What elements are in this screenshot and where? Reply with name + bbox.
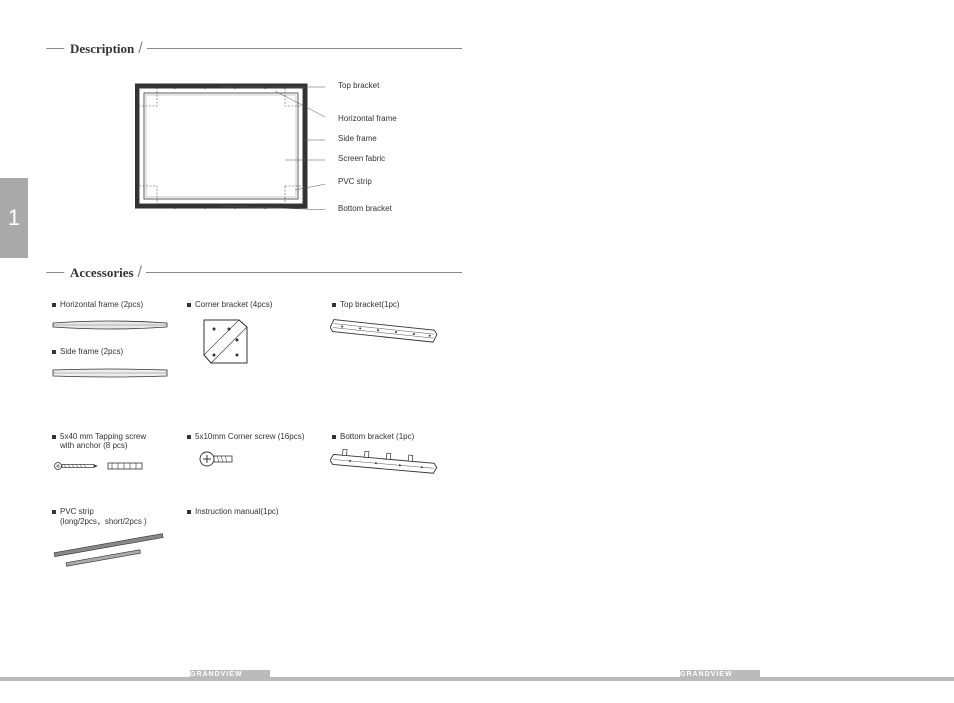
acc-corner-screw: 5x10mm Corner screw (16pcs) [185, 432, 330, 507]
page-bottom-bar [0, 677, 954, 681]
product-diagram [135, 80, 325, 215]
accessories-grid: Horizontal frame (2pcs) Corner bracket (… [50, 300, 450, 592]
page-number-text: 1 [8, 205, 20, 231]
callout-horizontal-frame: Horizontal frame [338, 114, 397, 123]
acc-manual: Instruction manual(1pc) [185, 507, 330, 592]
callout-screen-fabric: Screen fabric [338, 154, 385, 163]
acc-label: 5x40 mm Tapping screw with anchor (8 pcs… [50, 432, 185, 450]
section-header-description: Description / [46, 40, 462, 58]
brand-logo-right: GRANDVIEW [680, 670, 760, 679]
acc-label: Top bracket(1pc) [330, 300, 450, 309]
callout-side-frame: Side frame [338, 134, 377, 143]
acc-bottom-bracket: Bottom bracket (1pc) [330, 432, 450, 507]
acc-label: PVC strip (long/2pcs，short/2pcs ) [50, 507, 185, 527]
acc-label: Side frame (2pcs) [50, 347, 185, 356]
acc-label: Instruction manual(1pc) [185, 507, 330, 516]
brand-logo-left: GRANDVIEW [190, 670, 270, 679]
acc-tapping-screw: 5x40 mm Tapping screw with anchor (8 pcs… [50, 432, 185, 507]
acc-label: 5x10mm Corner screw (16pcs) [185, 432, 330, 441]
section-header-accessories: Accessories / [46, 264, 462, 282]
callout-bottom-bracket: Bottom bracket [338, 204, 392, 213]
acc-label: Corner bracket (4pcs) [185, 300, 330, 309]
callout-pvc-strip: PVC strip [338, 177, 372, 186]
section-title-accessories: Accessories [68, 265, 136, 281]
acc-label: Bottom bracket (1pc) [330, 432, 450, 441]
section-title-description: Description [68, 41, 136, 57]
page-number-tab: 1 [0, 178, 28, 258]
acc-label: Horizontal frame (2pcs) [50, 300, 185, 309]
acc-side-frame: Side frame (2pcs) [50, 347, 185, 432]
callout-top-bracket: Top bracket [338, 81, 379, 90]
acc-pvc-strip: PVC strip (long/2pcs，short/2pcs ) [50, 507, 185, 592]
